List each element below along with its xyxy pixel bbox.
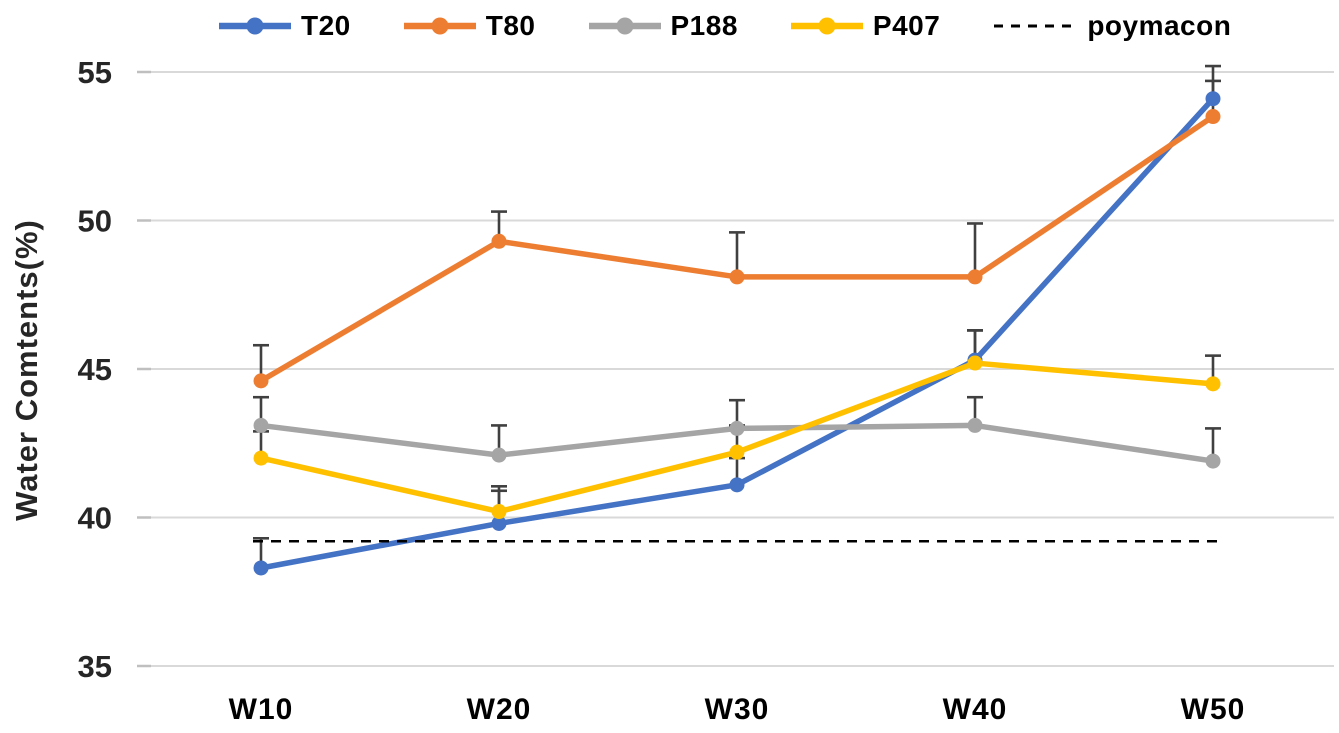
legend-item-P407: P407 [790, 12, 940, 40]
legend-label: T80 [485, 10, 536, 41]
x-tick-label: W30 [705, 693, 770, 726]
data-point-T80 [967, 269, 983, 285]
x-tick-label: W10 [229, 693, 294, 726]
y-tick-label: 45 [78, 352, 112, 387]
x-tick-label: W20 [467, 693, 532, 726]
y-tick-label: 40 [78, 501, 112, 536]
data-point-T80 [729, 269, 745, 285]
legend-swatch-icon [994, 24, 1077, 28]
data-point-T80 [491, 233, 507, 249]
y-tick-label: 50 [78, 204, 112, 239]
legend-swatch-icon [588, 17, 661, 35]
legend-label: poymacon [1087, 10, 1232, 41]
legend-item-poymacon: poymacon [992, 12, 1231, 40]
data-point-T20 [729, 477, 745, 493]
data-point-P188 [491, 447, 507, 463]
data-point-P188 [729, 420, 745, 436]
y-tick-label: 35 [78, 649, 112, 684]
data-point-T80 [1205, 109, 1221, 125]
data-point-P188 [1205, 453, 1221, 469]
data-point-T20 [253, 560, 269, 576]
data-point-P407 [491, 504, 507, 520]
series-line-T20 [258, 95, 1216, 571]
data-point-P407 [253, 450, 269, 466]
legend-label: P188 [670, 10, 738, 41]
data-point-P407 [967, 355, 983, 371]
data-point-T80 [253, 373, 269, 389]
x-tick-label: W50 [1181, 693, 1246, 726]
y-tick-label: 55 [78, 55, 112, 90]
legend-item-P188: P188 [588, 12, 738, 40]
legend-swatch-icon [403, 17, 476, 35]
data-point-P407 [1205, 376, 1221, 392]
legend-swatch-icon [219, 17, 291, 35]
legend-swatch-icon [790, 17, 863, 35]
legend-item-T20: T20 [218, 12, 351, 40]
data-point-P407 [729, 444, 745, 460]
x-tick-label: W40 [943, 693, 1008, 726]
legend-label: T20 [301, 10, 351, 41]
chart-legend: T20 T80 P188 P407 poymacon [218, 4, 1231, 48]
legend-label: P407 [872, 10, 941, 41]
data-point-T20 [491, 515, 507, 531]
data-point-T20 [1205, 91, 1221, 107]
data-point-P188 [253, 417, 269, 433]
data-point-P188 [967, 417, 983, 433]
legend-item-T80: T80 [403, 12, 536, 40]
